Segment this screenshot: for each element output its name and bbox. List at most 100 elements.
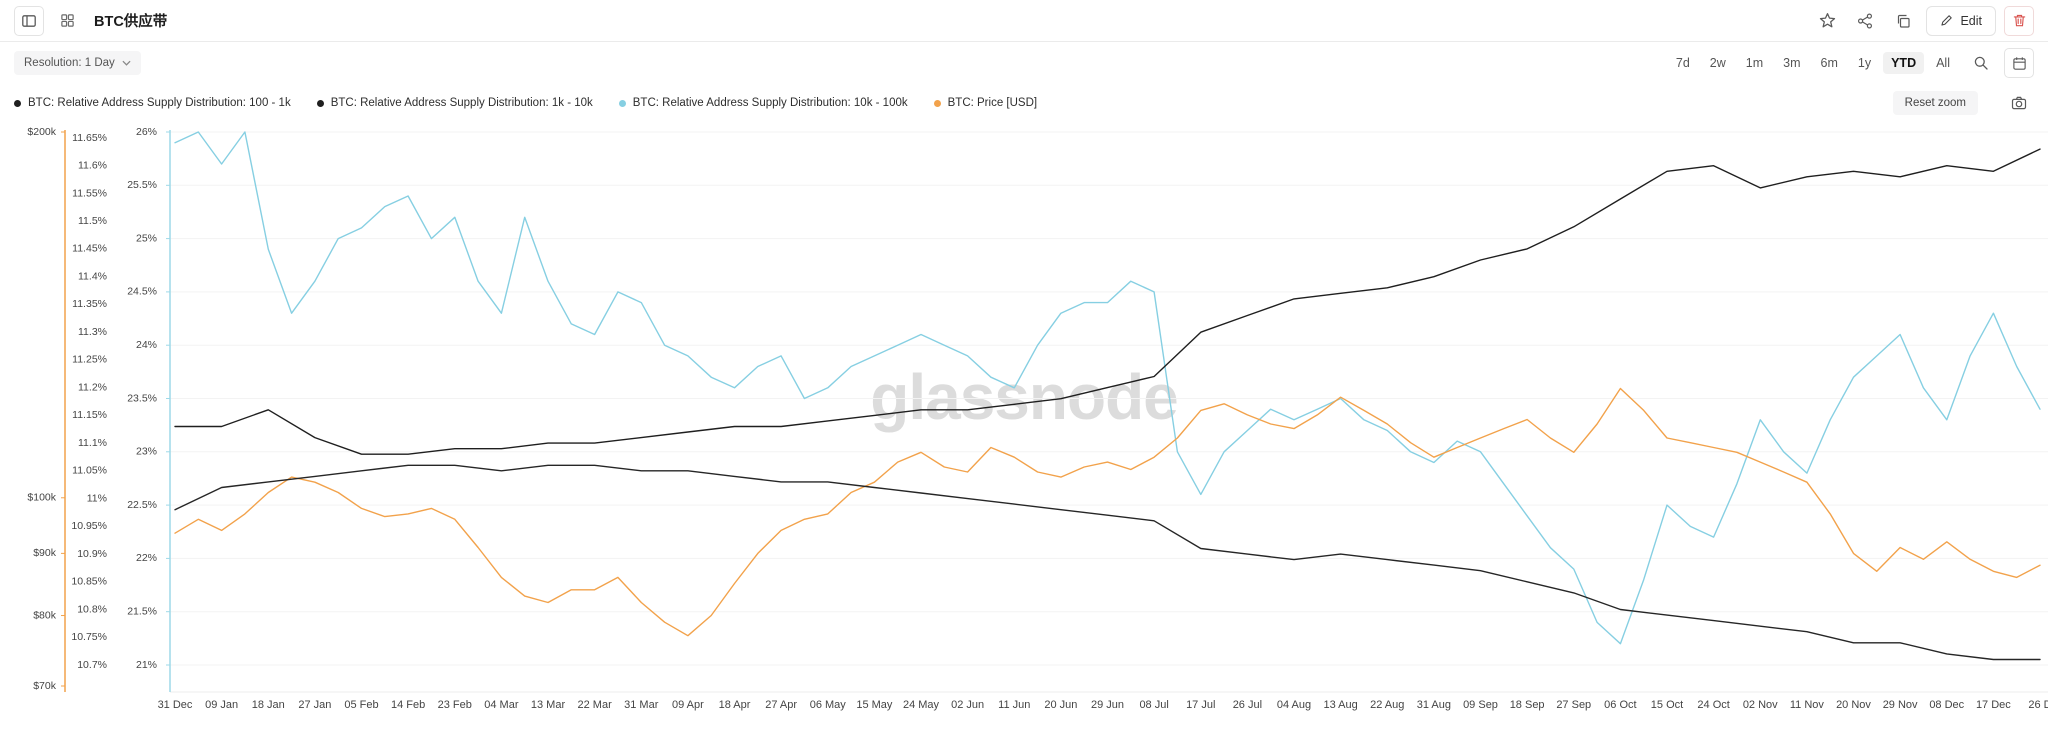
edit-button-label: Edit	[1960, 13, 1982, 28]
pct-a-axis-label: 10.7%	[77, 659, 107, 671]
copy-icon	[1898, 14, 1911, 28]
legend-item[interactable]: BTC: Price [USD]	[933, 97, 1037, 109]
x-axis-label: 04 Mar	[484, 699, 519, 711]
edit-button[interactable]: Edit	[1926, 5, 1996, 36]
page-title: BTC供应带	[94, 14, 168, 30]
x-axis-label: 26 D	[2028, 699, 2048, 711]
x-axis-label: 09 Jan	[205, 699, 238, 711]
range-button-6m[interactable]: 6m	[1813, 52, 1846, 74]
x-axis-label: 06 May	[810, 699, 847, 711]
x-axis-label: 04 Aug	[1277, 699, 1311, 711]
x-axis-label: 27 Jan	[298, 699, 331, 711]
legend-item[interactable]: BTC: Relative Address Supply Distributio…	[316, 97, 593, 109]
range-button-2w[interactable]: 2w	[1702, 52, 1734, 74]
pct-b-axis-label: 24%	[136, 339, 157, 351]
pct-a-axis-label: 11.55%	[72, 187, 107, 199]
legend-label: BTC: Relative Address Supply Distributio…	[28, 97, 291, 109]
legend-item[interactable]: BTC: Relative Address Supply Distributio…	[14, 97, 291, 109]
price-axis-label: $100k	[27, 492, 56, 504]
x-axis-label: 15 May	[856, 699, 893, 711]
pct-a-axis-label: 11.3%	[78, 326, 107, 338]
sidebar-toggle-button[interactable]	[14, 5, 44, 36]
range-button-1m[interactable]: 1m	[1738, 52, 1771, 74]
pct-a-axis-label: 10.85%	[71, 576, 107, 588]
delete-button[interactable]	[2004, 5, 2034, 36]
share-icon	[1858, 12, 1873, 28]
pct-a-axis-label: 11.25%	[72, 354, 107, 366]
legend-row: BTC: Relative Address Supply Distributio…	[0, 84, 2048, 122]
price-axis-label: $200k	[27, 126, 56, 138]
range-button-all[interactable]: All	[1928, 52, 1958, 74]
pct-a-axis-label: 11.35%	[72, 298, 107, 310]
pct-b-axis-label: 23.5%	[127, 392, 157, 404]
header: BTC供应带 Edit	[0, 0, 2048, 42]
pct-b-axis-label: 23%	[136, 446, 157, 458]
legend-dot	[933, 99, 941, 107]
series-line	[174, 131, 2041, 645]
range-button-ytd[interactable]: YTD	[1883, 52, 1925, 74]
pct-a-axis-label: 11.5%	[78, 215, 107, 227]
x-axis-label: 27 Apr	[765, 699, 797, 711]
calendar-button[interactable]	[2004, 48, 2034, 78]
trash-icon	[2013, 14, 2025, 27]
legend-label: BTC: Relative Address Supply Distributio…	[632, 97, 908, 109]
sidebar-layout-icon	[22, 14, 36, 27]
duplicate-button[interactable]	[1888, 6, 1918, 36]
x-axis-label: 31 Aug	[1417, 699, 1451, 711]
legend-item[interactable]: BTC: Relative Address Supply Distributio…	[618, 97, 908, 109]
star-icon	[1819, 13, 1836, 28]
x-axis-label: 11 Nov	[1790, 699, 1825, 711]
range-button-1y[interactable]: 1y	[1850, 52, 1879, 74]
pct-a-axis-label: 11.05%	[72, 465, 107, 477]
x-axis-label: 14 Feb	[391, 699, 425, 711]
x-axis-label: 31 Mar	[624, 699, 659, 711]
x-axis-label: 09 Apr	[672, 699, 704, 711]
pct-a-axis-label: 11.65%	[72, 132, 107, 144]
x-axis-label: 08 Dec	[1929, 699, 1964, 711]
x-axis-label: 31 Dec	[158, 699, 193, 711]
legend-dot	[618, 99, 626, 107]
pct-b-axis-label: 22%	[136, 552, 157, 564]
x-axis-label: 20 Jun	[1044, 699, 1077, 711]
range-button-7d[interactable]: 7d	[1668, 52, 1698, 74]
chart-area[interactable]: glassnode $200k $100k $90k $80k $70k 11.65% 11…	[0, 122, 2048, 732]
x-axis-label: 22 Aug	[1370, 699, 1404, 711]
resolution-dropdown[interactable]: Resolution: 1 Day	[14, 51, 141, 75]
x-axis-label: 05 Feb	[344, 699, 378, 711]
range-button-3m[interactable]: 3m	[1775, 52, 1808, 74]
x-axis-label: 22 Mar	[578, 699, 613, 711]
x-axis-label: 18 Jan	[252, 699, 285, 711]
pct-a-axis-label: 10.9%	[77, 548, 107, 560]
pct-b-axis-label: 26%	[136, 126, 157, 138]
series-line	[174, 148, 2041, 455]
pct-a-axis-label: 11.4%	[78, 270, 107, 282]
x-axis-label: 13 Aug	[1323, 699, 1357, 711]
x-axis-label: 20 Nov	[1836, 699, 1871, 711]
x-axis-label: 15 Oct	[1651, 699, 1683, 711]
legend-dot	[316, 99, 324, 107]
resolution-label: Resolution: 1 Day	[24, 57, 115, 69]
pct-a-axis-label: 11.45%	[72, 243, 107, 255]
x-axis-label: 23 Feb	[438, 699, 472, 711]
legend: BTC: Relative Address Supply Distributio…	[14, 97, 1037, 109]
x-axis-label: 24 Oct	[1697, 699, 1729, 711]
price-axis-label: $70k	[33, 680, 57, 692]
series-line	[174, 464, 2041, 661]
reset-zoom-button[interactable]: Reset zoom	[1892, 91, 1978, 115]
x-axis-label: 18 Sep	[1510, 699, 1545, 711]
x-axis-label: 17 Dec	[1976, 699, 2011, 711]
favorite-star-button[interactable]	[1812, 6, 1842, 36]
legend-label: BTC: Relative Address Supply Distributio…	[330, 97, 593, 109]
x-axis-label: 17 Jul	[1186, 699, 1215, 711]
share-button[interactable]	[1850, 6, 1880, 36]
x-axis-label: 09 Sep	[1463, 699, 1498, 711]
x-axis-label: 08 Jul	[1139, 699, 1168, 711]
pct-a-axis-label: 11.1%	[78, 437, 107, 449]
x-axis-label: 29 Nov	[1883, 699, 1918, 711]
dashboard-icon	[52, 6, 82, 36]
price-axis-label: $90k	[33, 547, 57, 559]
zoom-select-button[interactable]	[1966, 48, 1996, 78]
x-axis-label: 13 Mar	[531, 699, 566, 711]
screenshot-button[interactable]	[2004, 88, 2034, 118]
pct-a-axis-label: 11.15%	[72, 409, 107, 421]
